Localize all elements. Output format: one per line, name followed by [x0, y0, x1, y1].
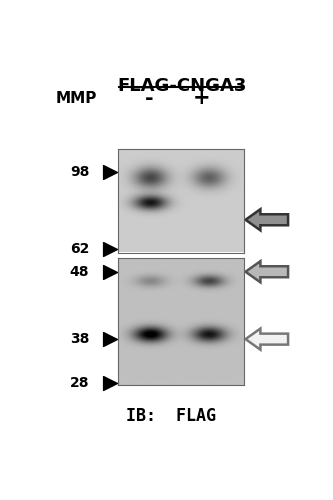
- Polygon shape: [245, 209, 288, 231]
- Text: 28: 28: [70, 376, 89, 390]
- Text: MMP: MMP: [56, 91, 97, 106]
- Text: IB:  FLAG: IB: FLAG: [126, 407, 216, 425]
- Text: +: +: [193, 88, 210, 108]
- Text: 38: 38: [70, 332, 89, 346]
- Text: 48: 48: [70, 265, 89, 279]
- Text: 98: 98: [70, 164, 89, 178]
- Polygon shape: [245, 328, 288, 349]
- Text: -: -: [145, 88, 153, 108]
- Text: FLAG-CNGA3: FLAG-CNGA3: [118, 78, 247, 96]
- Polygon shape: [245, 261, 288, 282]
- Text: 62: 62: [70, 242, 89, 256]
